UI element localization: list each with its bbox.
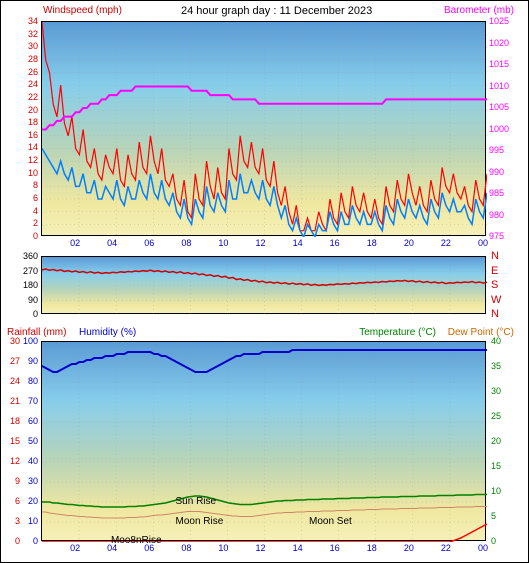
panel2-svg <box>42 257 487 315</box>
annotation: Moon Rise <box>176 516 224 527</box>
panel3-svg <box>42 342 487 542</box>
dewpoint-label: Dew Point (°C) <box>448 327 514 338</box>
humidity-label: Humidity (%) <box>79 327 136 338</box>
weather-graph-container: 24 hour graph day : 11 December 2023 Win… <box>0 0 529 563</box>
annotation: Moon Set <box>309 516 352 527</box>
temperature-label: Temperature (°C) <box>359 327 436 338</box>
graph-title: 24 hour graph day : 11 December 2023 <box>181 5 372 17</box>
panel2 <box>41 256 486 314</box>
panel3: Sun RiseMoon RiseMoon SetMoo8nRise <box>41 341 486 541</box>
barometer-label: Barometer (mb) <box>444 5 514 16</box>
annotation: Sun Rise <box>176 496 217 507</box>
windspeed-label: Windspeed (mph) <box>43 5 122 16</box>
panel1-svg <box>42 22 487 237</box>
panel1 <box>41 21 486 236</box>
